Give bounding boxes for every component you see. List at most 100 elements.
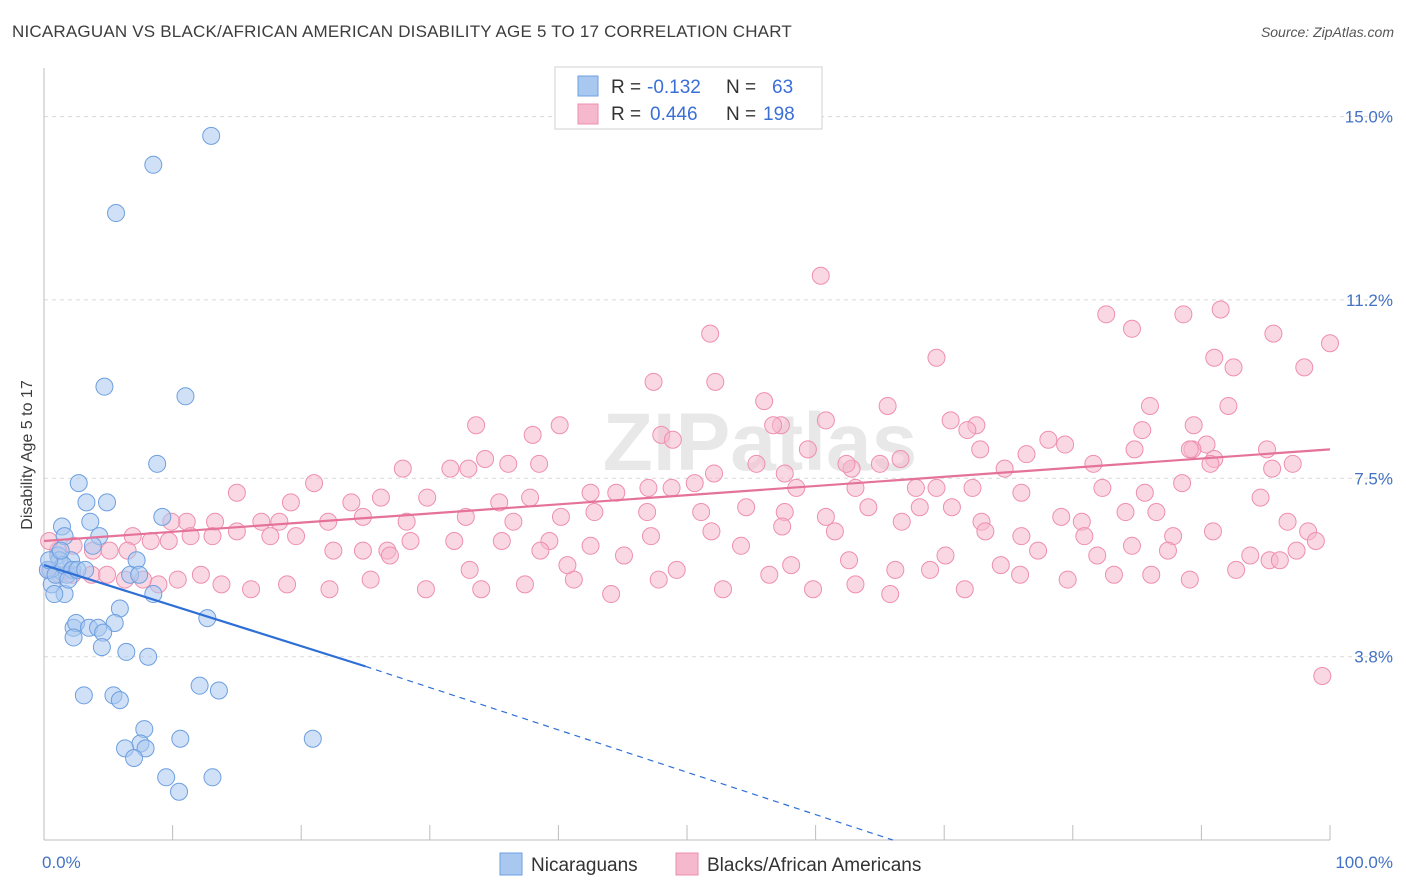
pink-point	[558, 556, 577, 575]
pink-point	[227, 522, 246, 541]
pink-point	[1219, 396, 1238, 415]
pink-point	[191, 565, 210, 584]
pink-point	[585, 503, 604, 522]
pink-point	[878, 396, 897, 415]
pink-point	[1029, 541, 1048, 560]
blue-point	[170, 782, 189, 801]
pink-point	[1224, 358, 1243, 377]
pink-point	[644, 372, 663, 391]
pink-point	[870, 454, 889, 473]
pink-point	[278, 575, 297, 594]
pink-point	[892, 512, 911, 531]
watermark: ZIPatlas	[603, 397, 917, 488]
pink-point	[667, 560, 686, 579]
pink-point	[816, 507, 835, 526]
blue-point	[81, 512, 100, 531]
pink-point	[324, 541, 343, 560]
blue-trend-line	[43, 564, 366, 668]
pink-point	[649, 570, 668, 589]
blue-point	[157, 768, 176, 787]
pink-point	[252, 512, 271, 531]
pink-point	[305, 474, 324, 493]
pink-point	[602, 585, 621, 604]
pink-point	[936, 546, 955, 565]
pink-point	[242, 580, 261, 599]
pink-point	[270, 512, 289, 531]
pink-point	[614, 546, 633, 565]
pink-point	[1122, 319, 1141, 338]
pink-point	[906, 478, 925, 497]
pink-point	[685, 474, 704, 493]
pink-point	[1173, 474, 1192, 493]
legend-n-label-2: N =	[726, 104, 756, 125]
pink-point	[581, 483, 600, 502]
pink-point	[737, 498, 756, 517]
pink-point	[472, 580, 491, 599]
blue-point	[202, 126, 221, 145]
blue-point	[153, 507, 172, 526]
pink-point	[1088, 546, 1107, 565]
pink-point	[100, 541, 119, 560]
pink-point	[1012, 483, 1031, 502]
pink-point	[459, 459, 478, 478]
pink-point	[663, 430, 682, 449]
pink-point	[1201, 454, 1220, 473]
pink-point	[764, 416, 783, 435]
pink-point	[445, 531, 464, 550]
pink-point	[1205, 348, 1224, 367]
pink-point	[755, 392, 774, 411]
legend-r-label-2: R =	[611, 104, 641, 125]
pink-point	[1295, 358, 1314, 377]
blue-point	[117, 642, 136, 661]
blue-point	[209, 681, 228, 700]
bottom-legend-blue-swatch	[499, 852, 523, 876]
pink-point	[1184, 416, 1203, 435]
pink-point	[1180, 440, 1199, 459]
blue-point	[190, 676, 209, 695]
pink-point	[281, 493, 300, 512]
blue-point	[45, 585, 64, 604]
pink-point	[846, 575, 865, 594]
blue-point	[69, 474, 88, 493]
pink-point	[168, 570, 187, 589]
blue-point	[148, 454, 167, 473]
pink-point	[523, 425, 542, 444]
pink-point	[530, 454, 549, 473]
pink-point	[1313, 667, 1332, 686]
pink-point	[881, 585, 900, 604]
pink-point	[1017, 445, 1036, 464]
pink-point	[456, 507, 475, 526]
pink-point	[261, 527, 280, 546]
pink-point	[1270, 551, 1289, 570]
bottom-legend-blacks: Blacks/African Americans	[707, 855, 921, 876]
pink-point	[1039, 430, 1058, 449]
pink-point	[212, 575, 231, 594]
pink-point	[361, 570, 380, 589]
pink-point	[550, 416, 569, 435]
pink-point	[476, 450, 495, 468]
pink-point	[1056, 435, 1075, 454]
pink-point	[1093, 478, 1112, 497]
pink-trend-line	[43, 448, 1331, 543]
pink-point	[581, 536, 600, 555]
pink-point	[159, 531, 178, 550]
pink-point	[467, 416, 486, 435]
pink-point	[825, 522, 844, 541]
pink-point	[98, 565, 117, 584]
pink-point	[371, 488, 390, 507]
pink-point	[1180, 570, 1199, 589]
pink-point	[380, 546, 399, 565]
pink-point	[1012, 527, 1031, 546]
pink-point	[203, 527, 222, 546]
pink-point	[927, 478, 946, 497]
blue-point	[95, 377, 114, 396]
pink-point	[1158, 541, 1177, 560]
pink-point	[320, 580, 339, 599]
legend-r-label-1: R =	[611, 77, 641, 98]
pink-point	[859, 498, 878, 517]
pink-point	[760, 565, 779, 584]
pink-point	[638, 503, 657, 522]
y-tick-label: 15.0%	[1345, 108, 1393, 127]
pink-point	[1140, 396, 1159, 415]
